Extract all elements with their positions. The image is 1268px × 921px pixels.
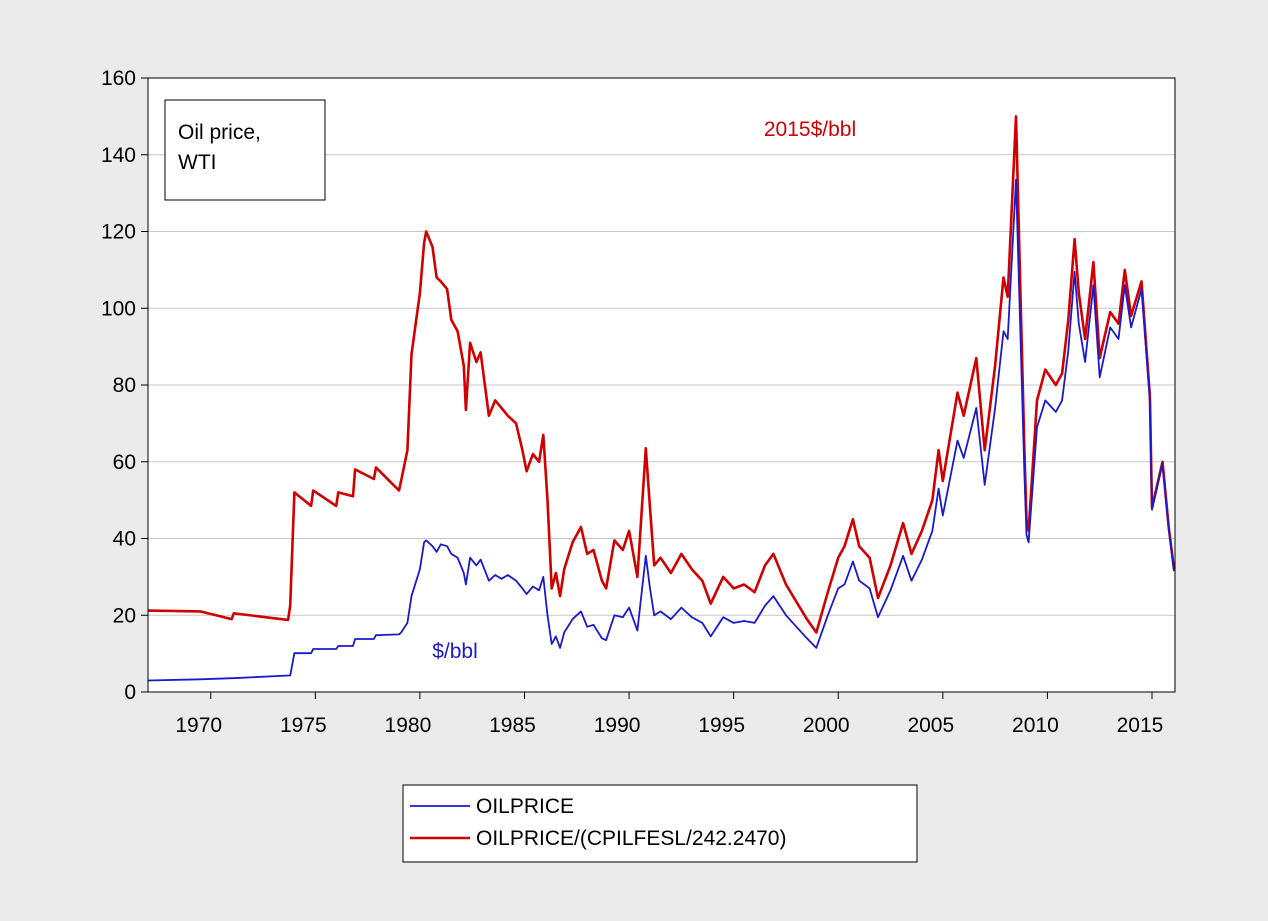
x-tick-label: 1990: [594, 714, 641, 737]
legend-box: [402, 784, 918, 863]
plot-border: [147, 77, 1176, 693]
x-tick-label: 2010: [1012, 714, 1059, 737]
y-tick-label: 60: [113, 451, 136, 474]
y-tick-label: 140: [101, 144, 136, 167]
text-box: [164, 99, 326, 201]
y-tick-label: 120: [101, 221, 136, 244]
line-series: [147, 115, 1176, 634]
box-text: WTI: [178, 151, 216, 174]
annotation: $/bbl: [432, 640, 478, 663]
y-tick-label: 100: [101, 297, 136, 320]
x-tick-label: 1975: [280, 714, 327, 737]
y-tick-label: 20: [113, 604, 136, 627]
y-tick-label: 160: [101, 67, 136, 90]
y-tick-label: 0: [124, 681, 136, 704]
x-tick-label: 1995: [698, 714, 745, 737]
line-series: [147, 178, 1175, 682]
x-tick-label: 1985: [489, 714, 536, 737]
x-tick-label: 2005: [907, 714, 954, 737]
annotation: 2015$/bbl: [764, 118, 856, 141]
x-tick-label: 2000: [803, 714, 850, 737]
y-tick-label: 80: [113, 374, 136, 397]
legend-label: OILPRICE: [476, 795, 574, 818]
x-tick-label: 1970: [175, 714, 222, 737]
y-tick-label: 40: [113, 528, 136, 551]
legend-label: OILPRICE/(CPILFESL/242.2470): [476, 827, 786, 850]
x-tick-label: 2015: [1117, 714, 1164, 737]
box-text: Oil price,: [178, 121, 261, 144]
x-tick-label: 1980: [385, 714, 432, 737]
